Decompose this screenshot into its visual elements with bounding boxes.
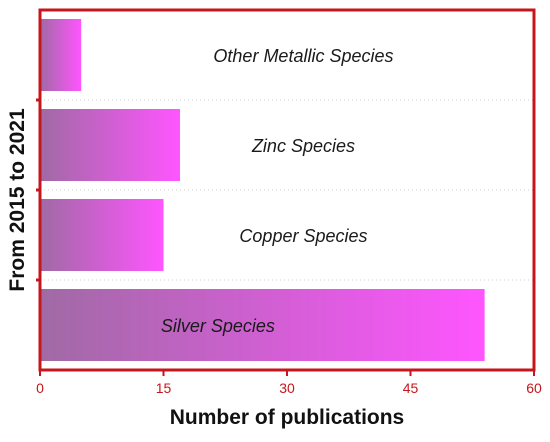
- bar-label: Zinc Species: [251, 136, 355, 156]
- x-axis-ticks: 0 15 30 45 60: [36, 370, 542, 396]
- x-axis-title: Number of publications: [170, 406, 405, 429]
- x-tick-label: 30: [279, 380, 295, 396]
- y-axis-title: From 2015 to 2021: [6, 108, 29, 292]
- bar: [40, 289, 485, 361]
- x-tick-label: 60: [526, 380, 542, 396]
- x-tick-label: 15: [156, 380, 172, 396]
- x-tick-label: 0: [36, 380, 44, 396]
- bar-label: Other Metallic Species: [213, 46, 393, 66]
- bar-label: Copper Species: [239, 226, 367, 246]
- bar: [40, 109, 180, 181]
- bars: Silver Species Copper Species Zinc Species…: [40, 19, 485, 361]
- bar: [40, 199, 164, 271]
- y-axis-ticks: [36, 98, 40, 282]
- bar-label: Silver Species: [161, 316, 275, 336]
- x-tick-label: 45: [403, 380, 419, 396]
- bar: [40, 19, 82, 91]
